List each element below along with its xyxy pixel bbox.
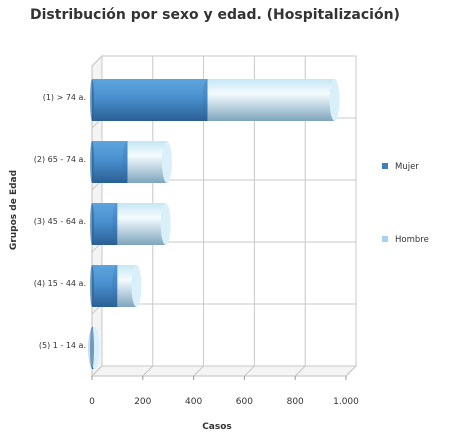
bar-body (92, 203, 118, 245)
bar-body (117, 265, 137, 307)
x-gridline-floor (193, 365, 204, 377)
legend-swatch (382, 236, 388, 242)
chart-title: Distribución por sexo y edad. (Hospitali… (30, 7, 400, 23)
legend: Mujer Hombre (382, 162, 429, 245)
x-gridline-floor (345, 365, 357, 377)
legend-swatch (382, 163, 388, 169)
x-gridline-floor (142, 365, 154, 377)
y-category-label: (2) 65 - 74 a. (34, 155, 86, 164)
bar-body (207, 79, 335, 121)
legend-item-hombre: Hombre (382, 235, 429, 245)
legend-item-mujer: Mujer (382, 162, 419, 172)
bar-cap (160, 203, 171, 245)
x-tick-label: 400 (185, 397, 202, 407)
bar-body (92, 265, 118, 307)
bar-start-cap (90, 203, 94, 245)
bar-start-cap (90, 79, 94, 121)
x-tick-label: 800 (287, 397, 304, 407)
axis-labels: 0 200 400 600 800 1.000 (1) > 74 a. (2) 65 - 74… (34, 93, 359, 407)
bar-body (92, 79, 208, 121)
bar-body (117, 203, 166, 245)
bar-mujer-2 (92, 141, 133, 183)
bar-hombre-4 (117, 265, 142, 307)
x-gridline-floor (294, 365, 306, 377)
y-category-label: (3) 45 - 64 a. (34, 217, 86, 226)
x-tick-label: 0 (89, 397, 95, 407)
bar-cap (161, 141, 172, 183)
bar-start-cap (90, 265, 94, 307)
bar-start-cap (90, 141, 94, 183)
x-tick-label: 600 (236, 397, 253, 407)
bar-cap (131, 265, 142, 307)
plot-floor (90, 365, 358, 377)
bar-group (88, 79, 340, 369)
bar-hombre-1 (207, 79, 340, 121)
x-tick-label: 200 (134, 397, 151, 407)
y-gridline-wall (91, 365, 103, 377)
bar-hombre-2 (127, 141, 172, 183)
x-gridline-floor (244, 365, 255, 377)
bar-cap (329, 79, 340, 121)
y-axis-title: Grupos de Edad (9, 170, 19, 250)
bar-mujer-1 (92, 79, 213, 121)
legend-label: Hombre (395, 235, 429, 245)
bar-body (92, 141, 128, 183)
bar-start-cap (90, 327, 94, 369)
bar-hombre-3 (117, 203, 171, 245)
legend-label: Mujer (395, 162, 419, 172)
x-tick-label: 1.000 (333, 397, 359, 407)
x-axis-title: Casos (202, 422, 232, 432)
y-gridline-wall (91, 55, 103, 67)
y-category-label: (1) > 74 a. (43, 93, 86, 102)
bar-body (127, 141, 167, 183)
y-category-label: (5) 1 - 14 a. (39, 341, 86, 350)
y-category-label: (4) 15 - 44 a. (34, 279, 86, 288)
